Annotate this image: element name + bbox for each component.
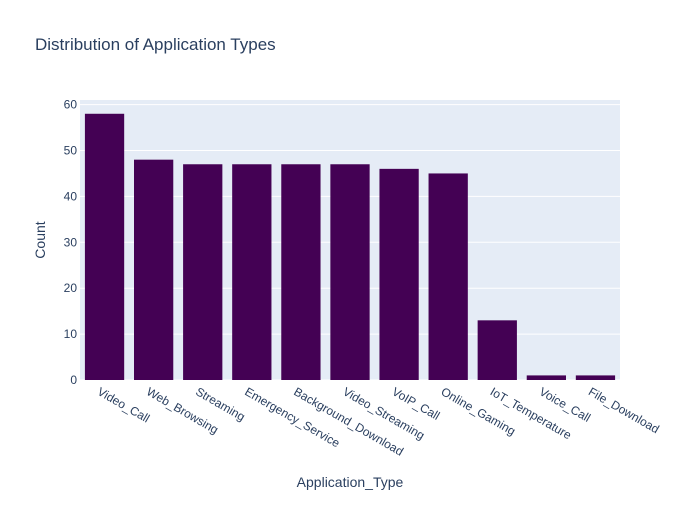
x-tick-label: Video_Call: [95, 384, 152, 425]
y-axis-ticks: 0 10 20 30 40 50 60: [64, 98, 78, 387]
x-tick-label: File_Download: [586, 384, 662, 436]
y-tick-label: 50: [64, 143, 78, 157]
bar-voice-call[interactable]: [526, 375, 566, 380]
y-tick-label: 0: [70, 373, 77, 387]
chart-title: Distribution of Application Types: [35, 35, 276, 54]
y-tick-label: 20: [64, 281, 78, 295]
bar-background-download[interactable]: [281, 164, 321, 380]
y-tick-label: 30: [64, 235, 78, 249]
x-axis-ticks: Video_CallWeb_BrowsingStreamingEmergency…: [95, 384, 662, 458]
bar-online-gaming[interactable]: [428, 173, 468, 380]
bar-web-browsing[interactable]: [134, 159, 174, 380]
bar-streaming[interactable]: [183, 164, 223, 380]
y-axis-label: Count: [32, 221, 48, 258]
bar-video-call[interactable]: [84, 113, 125, 380]
y-tick-label: 10: [64, 327, 78, 341]
x-axis-label: Application_Type: [297, 474, 404, 490]
bar-voip-call[interactable]: [379, 168, 419, 380]
bars: [84, 113, 616, 380]
bar-file-download[interactable]: [575, 375, 616, 380]
bar-video-streaming[interactable]: [330, 164, 370, 380]
bar-emergency-service[interactable]: [232, 164, 272, 380]
x-tick-label: IoT_Temperature: [488, 384, 574, 442]
bar-iot-temperature[interactable]: [477, 320, 517, 380]
y-tick-label: 60: [64, 98, 78, 112]
y-tick-label: 40: [64, 189, 78, 203]
